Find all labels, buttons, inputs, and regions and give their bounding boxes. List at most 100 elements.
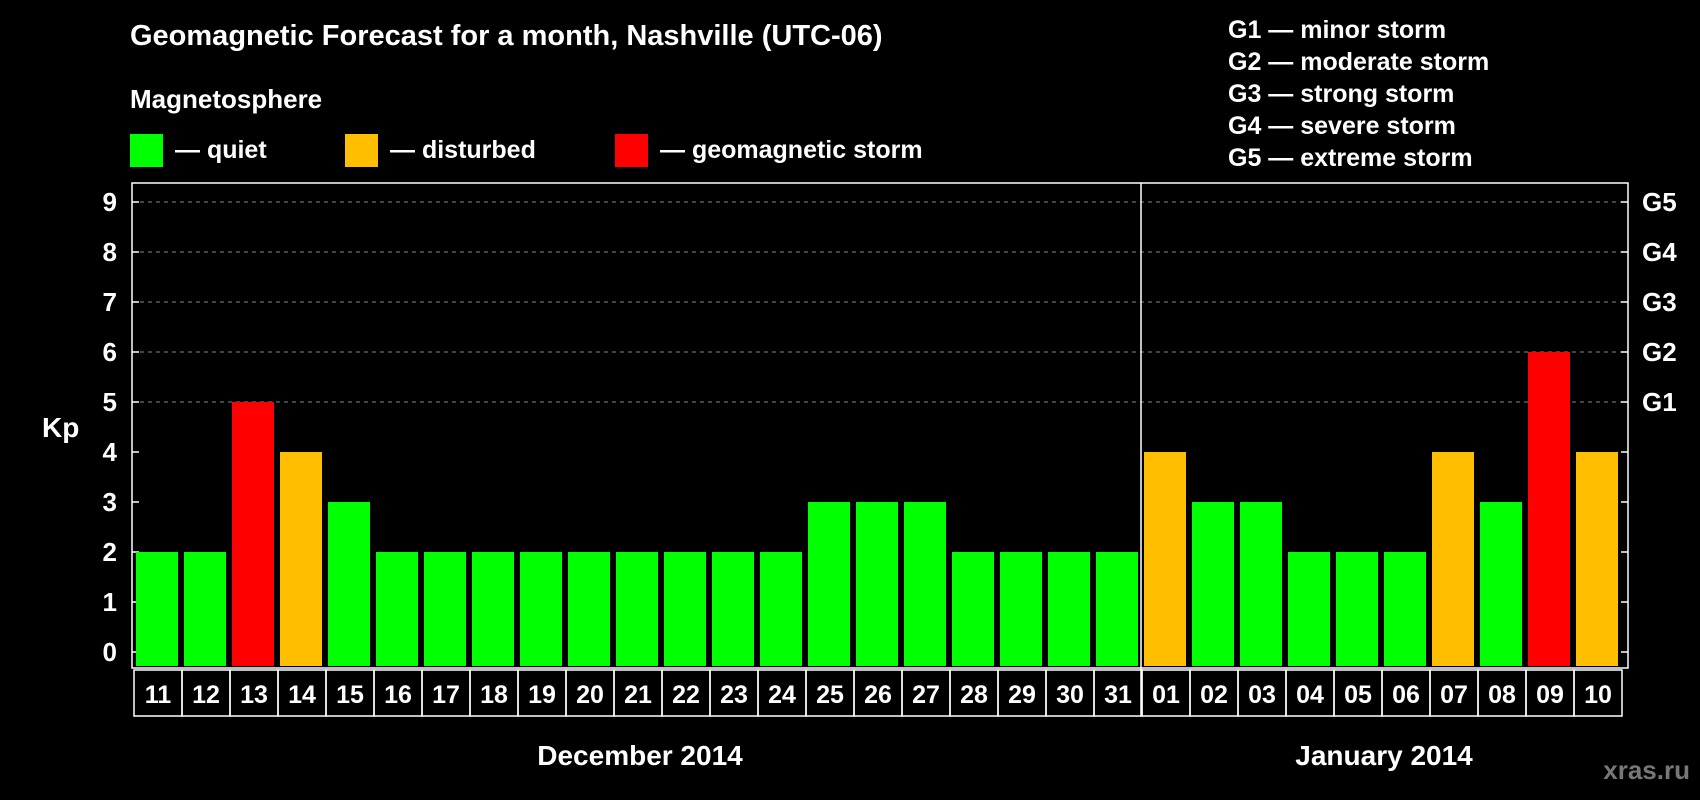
bar-29 bbox=[1000, 552, 1042, 666]
day-label: 03 bbox=[1248, 681, 1276, 709]
bar-21 bbox=[616, 552, 658, 666]
bar-03 bbox=[1240, 502, 1282, 666]
bar-20 bbox=[568, 552, 610, 666]
g-scale-label: G1 bbox=[1642, 387, 1677, 417]
day-label: 25 bbox=[816, 681, 844, 709]
bar-07 bbox=[1432, 452, 1474, 666]
day-label: 12 bbox=[192, 681, 220, 709]
day-label: 28 bbox=[960, 681, 988, 709]
g-scale-label: G4 bbox=[1642, 237, 1677, 267]
day-label: 15 bbox=[336, 681, 364, 709]
bar-27 bbox=[904, 502, 946, 666]
legend-swatch-quiet bbox=[130, 134, 163, 167]
y-tick-label: 7 bbox=[103, 287, 117, 317]
legend-label-disturbed: — disturbed bbox=[390, 136, 536, 164]
bar-13 bbox=[232, 402, 274, 666]
bar-11 bbox=[136, 552, 178, 666]
bar-04 bbox=[1288, 552, 1330, 666]
day-label: 09 bbox=[1536, 681, 1564, 709]
month-label-0: December 2014 bbox=[537, 740, 743, 771]
day-label: 26 bbox=[864, 681, 892, 709]
bar-06 bbox=[1384, 552, 1426, 666]
bar-09 bbox=[1528, 352, 1570, 666]
legend-item-storm: — geomagnetic storm bbox=[615, 134, 923, 167]
day-label: 11 bbox=[145, 681, 172, 709]
day-label: 21 bbox=[624, 681, 652, 709]
day-label: 18 bbox=[480, 681, 508, 709]
day-label: 06 bbox=[1392, 681, 1420, 709]
day-label: 24 bbox=[768, 681, 796, 709]
bar-30 bbox=[1048, 552, 1090, 666]
y-tick-label: 5 bbox=[103, 387, 117, 417]
day-label: 20 bbox=[576, 681, 604, 709]
day-label: 17 bbox=[432, 681, 460, 709]
bar-28 bbox=[952, 552, 994, 666]
y-tick-label: 9 bbox=[103, 187, 117, 217]
y-tick-label: 8 bbox=[103, 237, 117, 267]
bar-10 bbox=[1576, 452, 1618, 666]
storm-scale-g5: G5 — extreme storm bbox=[1228, 144, 1473, 172]
bar-08 bbox=[1480, 502, 1522, 666]
legend-item-quiet: — quiet bbox=[130, 134, 267, 167]
day-label: 13 bbox=[240, 681, 268, 709]
bar-14 bbox=[280, 452, 322, 666]
day-label: 10 bbox=[1584, 681, 1612, 709]
bar-22 bbox=[664, 552, 706, 666]
y-tick-label: 2 bbox=[103, 537, 117, 567]
bar-05 bbox=[1336, 552, 1378, 666]
day-label: 22 bbox=[672, 681, 700, 709]
bar-25 bbox=[808, 502, 850, 666]
y-tick-label: 4 bbox=[103, 437, 118, 467]
y-tick-label: 1 bbox=[103, 587, 117, 617]
bar-24 bbox=[760, 552, 802, 666]
day-label: 07 bbox=[1440, 681, 1468, 709]
day-label: 31 bbox=[1104, 681, 1132, 709]
day-label: 14 bbox=[288, 681, 316, 709]
bar-23 bbox=[712, 552, 754, 666]
y-tick-label: 3 bbox=[103, 487, 117, 517]
plot-frame bbox=[131, 182, 1629, 669]
legend-swatch-disturbed bbox=[345, 134, 378, 167]
g-scale-label: G5 bbox=[1642, 187, 1677, 217]
bar-12 bbox=[184, 552, 226, 666]
bar-16 bbox=[376, 552, 418, 666]
chart-title: Geomagnetic Forecast for a month, Nashvi… bbox=[130, 20, 883, 52]
storm-scale-g3: G3 — strong storm bbox=[1228, 80, 1455, 108]
y-tick-label: 0 bbox=[103, 637, 117, 667]
legend-item-disturbed: — disturbed bbox=[345, 134, 536, 167]
watermark: xras.ru bbox=[1603, 755, 1690, 785]
day-label: 30 bbox=[1056, 681, 1084, 709]
day-label: 01 bbox=[1152, 681, 1180, 709]
y-tick-label: 6 bbox=[103, 337, 117, 367]
bar-31 bbox=[1096, 552, 1138, 666]
legend-label-storm: — geomagnetic storm bbox=[660, 136, 923, 164]
bar-02 bbox=[1192, 502, 1234, 666]
bar-26 bbox=[856, 502, 898, 666]
bar-15 bbox=[328, 502, 370, 666]
bar-01 bbox=[1144, 452, 1186, 666]
day-label: 08 bbox=[1488, 681, 1516, 709]
day-label: 27 bbox=[912, 681, 940, 709]
legend-label-quiet: — quiet bbox=[175, 136, 267, 164]
storm-scale-legend: G1 — minor storm G2 — moderate storm G3 … bbox=[1228, 14, 1489, 174]
storm-scale-g2: G2 — moderate storm bbox=[1228, 48, 1490, 76]
bar-18 bbox=[472, 552, 514, 666]
g-scale-label: G2 bbox=[1642, 337, 1677, 367]
g-scale-label: G3 bbox=[1642, 287, 1677, 317]
legend-swatch-storm bbox=[615, 134, 648, 167]
day-label: 23 bbox=[720, 681, 748, 709]
storm-scale-g4: G4 — severe storm bbox=[1228, 112, 1456, 140]
y-axis-title: Kp bbox=[42, 412, 79, 443]
day-label: 05 bbox=[1344, 681, 1372, 709]
storm-scale-g1: G1 — minor storm bbox=[1228, 16, 1447, 44]
day-label: 29 bbox=[1008, 681, 1036, 709]
legend-title: Magnetosphere bbox=[130, 84, 323, 114]
day-label: 16 bbox=[384, 681, 412, 709]
day-label: 19 bbox=[528, 681, 556, 709]
day-label: 04 bbox=[1296, 681, 1324, 709]
month-label-1: January 2014 bbox=[1295, 740, 1473, 771]
bar-17 bbox=[424, 552, 466, 666]
day-box bbox=[1573, 669, 1623, 717]
bar-19 bbox=[520, 552, 562, 666]
